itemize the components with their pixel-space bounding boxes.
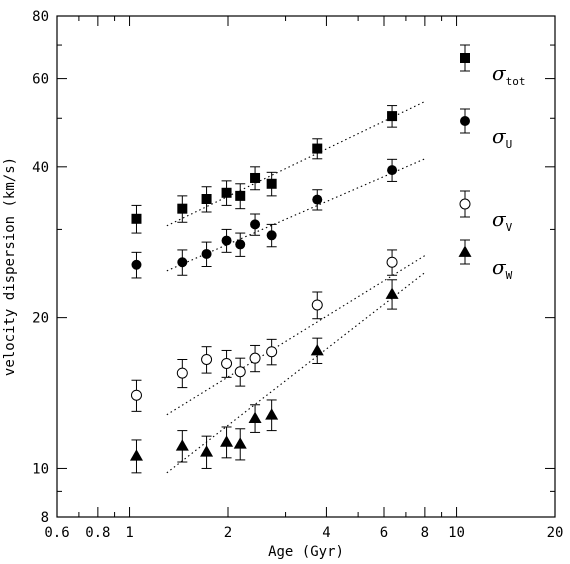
point-W xyxy=(248,411,262,424)
legend-marker-tot xyxy=(460,53,470,63)
legend: σtot σU σV σW xyxy=(458,44,526,282)
point-W xyxy=(220,435,234,447)
point-V xyxy=(311,299,323,311)
y-tick-label: 10 xyxy=(32,461,49,477)
point-U xyxy=(387,165,398,176)
plot-frame xyxy=(56,15,556,518)
point-tot xyxy=(312,143,323,154)
legend-entry-tot: σtot xyxy=(460,44,526,88)
point-tot xyxy=(221,187,232,198)
x-tick-label: 6 xyxy=(380,525,388,541)
error-bars xyxy=(131,105,398,474)
point-U xyxy=(221,235,232,246)
point-V xyxy=(130,389,142,401)
point-V xyxy=(221,357,233,369)
point-U xyxy=(250,219,261,230)
x-tick-label: 4 xyxy=(322,525,330,541)
axis-ticks xyxy=(56,15,556,518)
x-tick-label: 0.8 xyxy=(85,525,110,541)
fit-lines xyxy=(166,101,426,474)
point-U xyxy=(235,239,246,250)
x-axis-label: Age (Gyr) xyxy=(268,544,344,560)
point-tot xyxy=(250,172,261,183)
point-W xyxy=(233,437,247,449)
fit-line-tot xyxy=(166,101,426,227)
y-tick-label: 60 xyxy=(32,72,49,88)
point-W xyxy=(310,343,324,356)
legend-label-W: σW xyxy=(492,255,513,282)
x-tick-label: 0.6 xyxy=(44,525,69,541)
point-V xyxy=(176,367,188,379)
legend-entry-W: σW xyxy=(458,239,513,282)
x-tick-label: 20 xyxy=(547,525,564,541)
y-tick-label: 40 xyxy=(32,160,49,176)
legend-entry-U: σU xyxy=(460,108,512,151)
y-axis-label: velocity dispersion (km/s) xyxy=(2,157,18,376)
point-V xyxy=(201,353,213,365)
legend-label-tot: σtot xyxy=(492,61,526,88)
point-U xyxy=(131,259,142,270)
point-U xyxy=(312,194,323,205)
y-tick-label: 20 xyxy=(32,311,49,327)
point-V xyxy=(386,256,398,268)
point-U xyxy=(177,257,188,268)
point-W xyxy=(385,287,399,299)
legend-marker-V xyxy=(459,198,471,210)
legend-marker-W xyxy=(458,245,472,257)
x-tick-label: 8 xyxy=(421,525,429,541)
point-U xyxy=(266,230,277,241)
data-markers xyxy=(129,111,399,461)
fit-line-U xyxy=(166,158,426,272)
point-tot xyxy=(201,194,212,205)
tick-labels: 0.6 0.8 1 2 4 6 8 10 20 8 10 20 40 60 80 xyxy=(32,9,563,541)
x-tick-label: 2 xyxy=(224,525,232,541)
point-tot xyxy=(235,190,246,201)
y-tick-label: 80 xyxy=(32,9,49,25)
point-V xyxy=(266,346,278,358)
point-tot xyxy=(131,213,142,224)
legend-marker-U xyxy=(460,116,470,126)
point-W xyxy=(265,408,279,420)
legend-label-V: σV xyxy=(492,207,513,234)
point-tot xyxy=(177,203,188,214)
fit-line-V xyxy=(166,255,426,416)
fit-line-W xyxy=(166,272,426,474)
point-tot xyxy=(387,111,398,122)
legend-entry-V: σV xyxy=(459,190,513,234)
point-tot xyxy=(266,178,277,189)
point-W xyxy=(175,439,189,451)
point-W xyxy=(129,449,143,461)
x-tick-label: 10 xyxy=(448,525,465,541)
point-U xyxy=(201,248,212,259)
x-tick-label: 1 xyxy=(125,525,133,541)
y-tick-label: 8 xyxy=(41,510,49,526)
point-W xyxy=(200,445,214,457)
point-V xyxy=(234,366,246,378)
point-V xyxy=(249,352,261,364)
legend-label-U: σU xyxy=(492,124,512,151)
